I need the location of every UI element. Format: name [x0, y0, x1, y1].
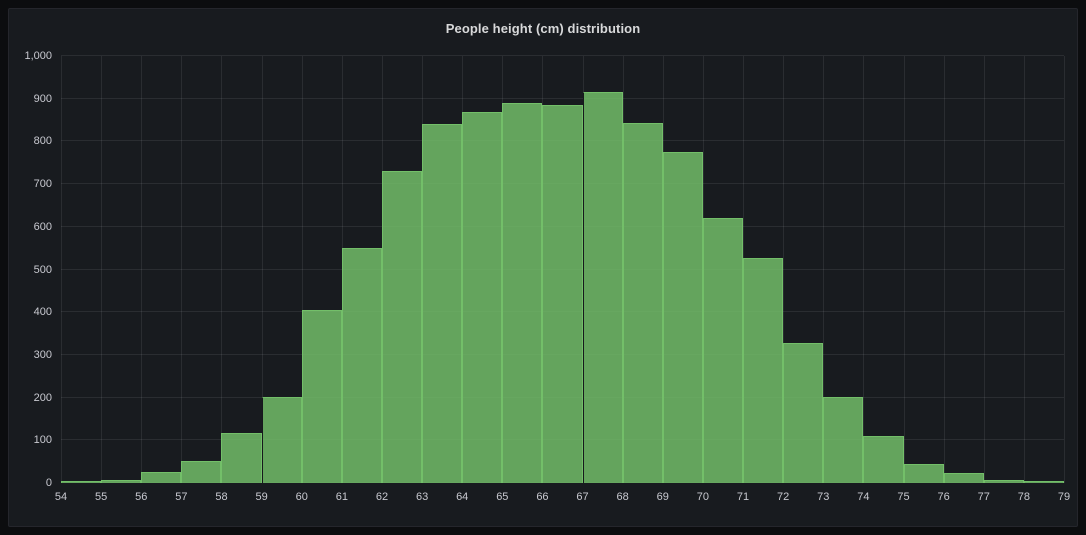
x-axis-tick-label: 75 [897, 491, 910, 503]
histogram-bar[interactable] [542, 105, 583, 483]
v-gridline [101, 56, 103, 483]
v-gridline [1064, 56, 1065, 483]
histogram-bar[interactable] [502, 102, 543, 483]
x-axis-tick-label: 66 [536, 491, 549, 503]
h-gridline [61, 97, 1064, 99]
panel-title: People height (cm) distribution [445, 21, 641, 36]
histogram-bar[interactable] [341, 248, 382, 483]
x-axis-tick-label: 54 [54, 491, 68, 503]
h-gridline [61, 55, 1064, 56]
histogram-bar[interactable] [261, 396, 302, 483]
x-axis-tick-label: 72 [777, 491, 790, 503]
histogram-bar[interactable] [943, 473, 984, 483]
v-gridline [301, 56, 303, 483]
histogram-bar[interactable] [181, 460, 222, 483]
x-axis-tick-label: 58 [215, 491, 228, 503]
v-gridline [823, 56, 825, 483]
x-axis-tick-label: 59 [255, 491, 268, 503]
v-gridline [783, 56, 785, 483]
histogram-bar[interactable] [221, 432, 262, 483]
y-axis-tick-label: 100 [33, 434, 52, 447]
histogram-plot-area: 0 100 200 300 400 500 600 700 800 900 1,000 54 55 56 5… [24, 50, 1070, 503]
x-axis-tick-label: 61 [335, 491, 348, 503]
histogram-bar[interactable] [301, 310, 342, 483]
x-axis-tick-label: 70 [696, 491, 710, 503]
v-gridline [943, 56, 945, 483]
histogram-bar[interactable] [743, 257, 784, 483]
x-axis-tick-label: 71 [736, 491, 750, 503]
x-axis-tick-label: 56 [135, 491, 148, 503]
y-axis-tick-label: 1,000 [24, 50, 52, 62]
x-axis-tick-label: 60 [295, 491, 308, 503]
v-gridline [221, 56, 223, 483]
histogram-bar[interactable] [101, 479, 142, 483]
x-axis-tick-label: 78 [1017, 491, 1030, 503]
histogram-bar[interactable] [783, 342, 824, 483]
x-axis-tick-label: 76 [937, 491, 950, 503]
histogram-bar[interactable] [141, 472, 182, 483]
grafana-panel: People height (cm) distribution 0 100 200 3… [8, 8, 1078, 527]
histogram-bar[interactable] [622, 123, 663, 483]
y-axis-tick-label: 700 [33, 178, 52, 191]
v-gridline [863, 56, 865, 483]
x-axis-tick-label: 63 [415, 491, 429, 503]
y-axis-tick-label: 900 [33, 92, 52, 105]
histogram-bar[interactable] [903, 463, 944, 483]
x-axis-tick-label: 69 [656, 491, 669, 503]
y-axis-tick-label: 500 [33, 263, 52, 276]
x-axis-tick-label: 68 [616, 491, 629, 503]
y-axis-tick-label: 400 [33, 306, 52, 319]
x-axis-tick-label: 77 [977, 491, 990, 503]
x-axis-tick-label: 64 [456, 491, 469, 503]
v-gridline [141, 56, 143, 483]
x-axis-tick-label: 57 [175, 491, 188, 503]
x-axis-tick-label: 65 [496, 491, 509, 503]
v-gridline [903, 56, 905, 483]
x-axis-tick-label: 62 [375, 491, 389, 503]
v-gridline [61, 56, 62, 483]
histogram-bar[interactable] [702, 218, 744, 483]
histogram-bar[interactable] [863, 436, 904, 483]
x-axis-tick-label: 67 [576, 491, 589, 503]
histogram-bar[interactable] [582, 92, 623, 483]
y-axis-tick-label: 600 [33, 220, 52, 233]
histogram-bar[interactable] [1023, 481, 1064, 483]
v-gridline [983, 56, 985, 483]
histogram-bar[interactable] [462, 112, 503, 483]
y-axis-tick-label: 800 [33, 135, 52, 148]
histogram-bar[interactable] [823, 396, 864, 483]
histogram-bar[interactable] [61, 481, 102, 483]
x-axis-tick-label: 79 [1057, 491, 1071, 503]
x-axis-tick-label: 74 [857, 491, 870, 503]
v-gridline [181, 56, 183, 483]
v-gridline [261, 56, 263, 483]
x-axis-tick-label: 73 [817, 491, 830, 503]
histogram-bar[interactable] [381, 171, 423, 483]
histogram-bar[interactable] [662, 152, 703, 483]
y-axis-tick-label: 200 [33, 391, 52, 404]
y-axis-tick-label: 0 [45, 477, 52, 489]
histogram-bar[interactable] [422, 124, 463, 483]
histogram-bar[interactable] [983, 479, 1024, 483]
y-axis-tick-label: 300 [33, 348, 52, 361]
v-gridline [1023, 56, 1025, 483]
x-axis-tick-label: 55 [94, 491, 108, 503]
